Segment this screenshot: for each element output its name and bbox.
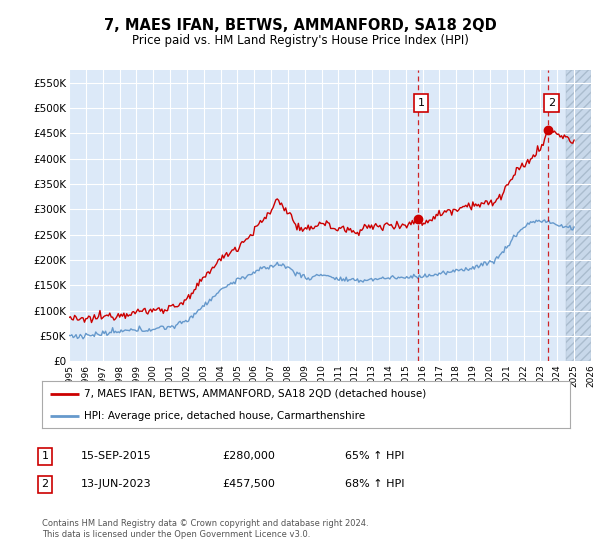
Text: 2: 2 <box>41 479 49 489</box>
Text: 13-JUN-2023: 13-JUN-2023 <box>81 479 152 489</box>
Text: 7, MAES IFAN, BETWS, AMMANFORD, SA18 2QD (detached house): 7, MAES IFAN, BETWS, AMMANFORD, SA18 2QD… <box>84 389 427 399</box>
Text: 1: 1 <box>41 451 49 461</box>
Text: 65% ↑ HPI: 65% ↑ HPI <box>345 451 404 461</box>
Text: HPI: Average price, detached house, Carmarthenshire: HPI: Average price, detached house, Carm… <box>84 410 365 421</box>
Text: 15-SEP-2015: 15-SEP-2015 <box>81 451 152 461</box>
Text: £280,000: £280,000 <box>222 451 275 461</box>
Bar <box>566 70 591 361</box>
Text: 1: 1 <box>418 98 425 108</box>
Text: £457,500: £457,500 <box>222 479 275 489</box>
Text: Price paid vs. HM Land Registry's House Price Index (HPI): Price paid vs. HM Land Registry's House … <box>131 34 469 48</box>
Text: Contains HM Land Registry data © Crown copyright and database right 2024.
This d: Contains HM Land Registry data © Crown c… <box>42 520 368 539</box>
Text: 7, MAES IFAN, BETWS, AMMANFORD, SA18 2QD: 7, MAES IFAN, BETWS, AMMANFORD, SA18 2QD <box>104 18 496 32</box>
Text: 2: 2 <box>548 98 555 108</box>
Bar <box>566 70 591 361</box>
Text: 68% ↑ HPI: 68% ↑ HPI <box>345 479 404 489</box>
